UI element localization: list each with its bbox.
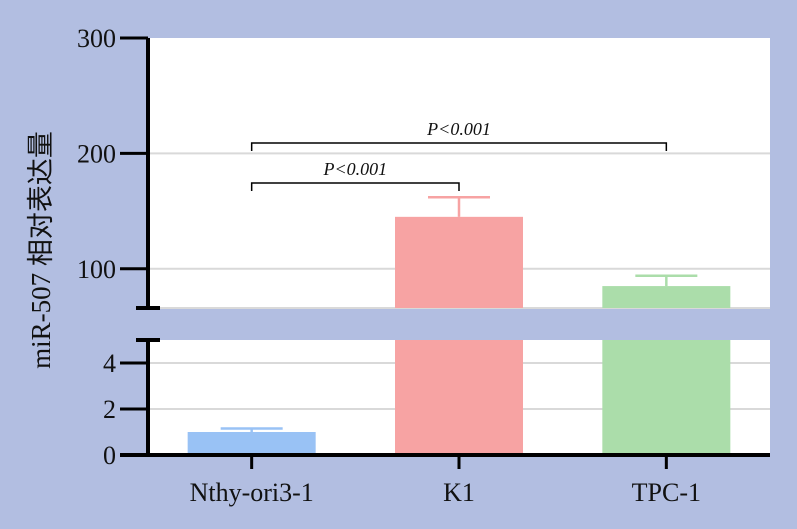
x-tick-label: Nthy-ori3-1	[190, 478, 314, 507]
significance-annotations: P<0.001 P<0.001	[250, 119, 668, 191]
bars	[187, 216, 731, 455]
y-tick-label: 0	[103, 441, 116, 470]
y-tick-label: 200	[77, 139, 116, 168]
error-bars	[220, 195, 698, 432]
y-tick-label: 4	[103, 349, 116, 378]
bar	[602, 286, 731, 308]
bar	[395, 216, 523, 308]
significance-label: P<0.001	[426, 119, 491, 139]
x-tick-label: K1	[443, 478, 475, 507]
significance-label: P<0.001	[323, 159, 388, 179]
bar	[395, 340, 523, 455]
bar	[602, 340, 731, 455]
significance-bracket: P<0.001	[250, 119, 668, 151]
bracket-line	[250, 182, 460, 191]
bar	[187, 432, 316, 455]
y-axis-label: miR-507 相对表达量	[26, 131, 56, 369]
y-tick-label: 100	[77, 255, 116, 284]
bracket-line	[250, 142, 668, 151]
significance-bracket: P<0.001	[250, 159, 460, 191]
y-tick-label: 300	[77, 24, 116, 53]
axes: 100 200 300 0 2 4 Nthy-ori3-1 K1 TPC-1	[77, 24, 770, 507]
y-tick-label: 2	[103, 395, 116, 424]
x-tick-label: TPC-1	[632, 478, 701, 507]
